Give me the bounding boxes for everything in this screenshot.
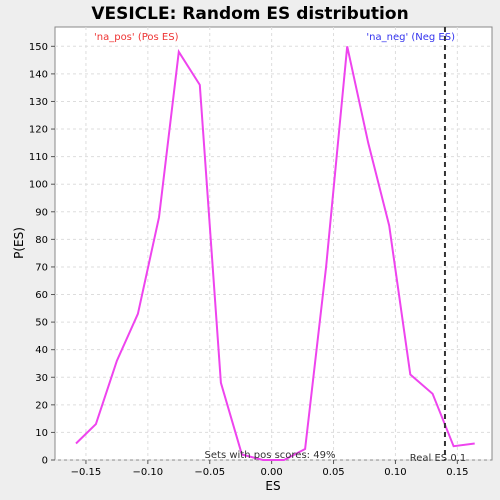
x-tick-label: −0.15	[71, 467, 102, 478]
x-tick-label: 0.00	[261, 467, 283, 478]
neg-es-label: 'na_neg' (Neg ES)	[366, 32, 455, 43]
x-tick-label: −0.05	[194, 467, 225, 478]
pos-scores-label: Sets with pos scores: 49%	[205, 450, 336, 461]
y-tick-label: 0	[42, 456, 48, 467]
x-axis-label: ES	[265, 479, 280, 493]
y-tick-label: 110	[29, 152, 48, 163]
y-tick-label: 150	[29, 42, 48, 53]
y-tick-label: 70	[35, 262, 48, 273]
grid-lines	[55, 27, 492, 461]
y-tick-label: 50	[35, 318, 48, 329]
y-tick-label: 90	[35, 207, 48, 218]
y-tick-label: 60	[35, 290, 48, 301]
x-tick-label: 0.05	[322, 467, 344, 478]
x-tick-label: 0.10	[384, 467, 406, 478]
y-axis-ticks: 0 10 20 30 40 50 60 70 80 90 100 110 120 130 140 150	[29, 42, 55, 467]
plot-area	[54, 26, 493, 461]
y-tick-label: 130	[29, 97, 48, 108]
y-tick-label: 120	[29, 125, 48, 136]
y-axis-label: P(ES)	[12, 227, 26, 259]
real-es-label: Real ES 0.1	[410, 453, 466, 464]
y-tick-label: 10	[35, 428, 48, 439]
y-tick-label: 20	[35, 400, 48, 411]
y-tick-label: 140	[29, 69, 48, 80]
x-tick-label: 0.15	[446, 467, 468, 478]
y-tick-label: 100	[29, 180, 48, 191]
pos-es-label: 'na_pos' (Pos ES)	[94, 32, 179, 43]
y-tick-label: 30	[35, 373, 48, 384]
y-tick-label: 80	[35, 235, 48, 246]
x-tick-label: −0.10	[133, 467, 164, 478]
chart-title: VESICLE: Random ES distribution	[91, 4, 408, 24]
y-tick-label: 40	[35, 345, 48, 356]
series-line	[75, 46, 475, 461]
